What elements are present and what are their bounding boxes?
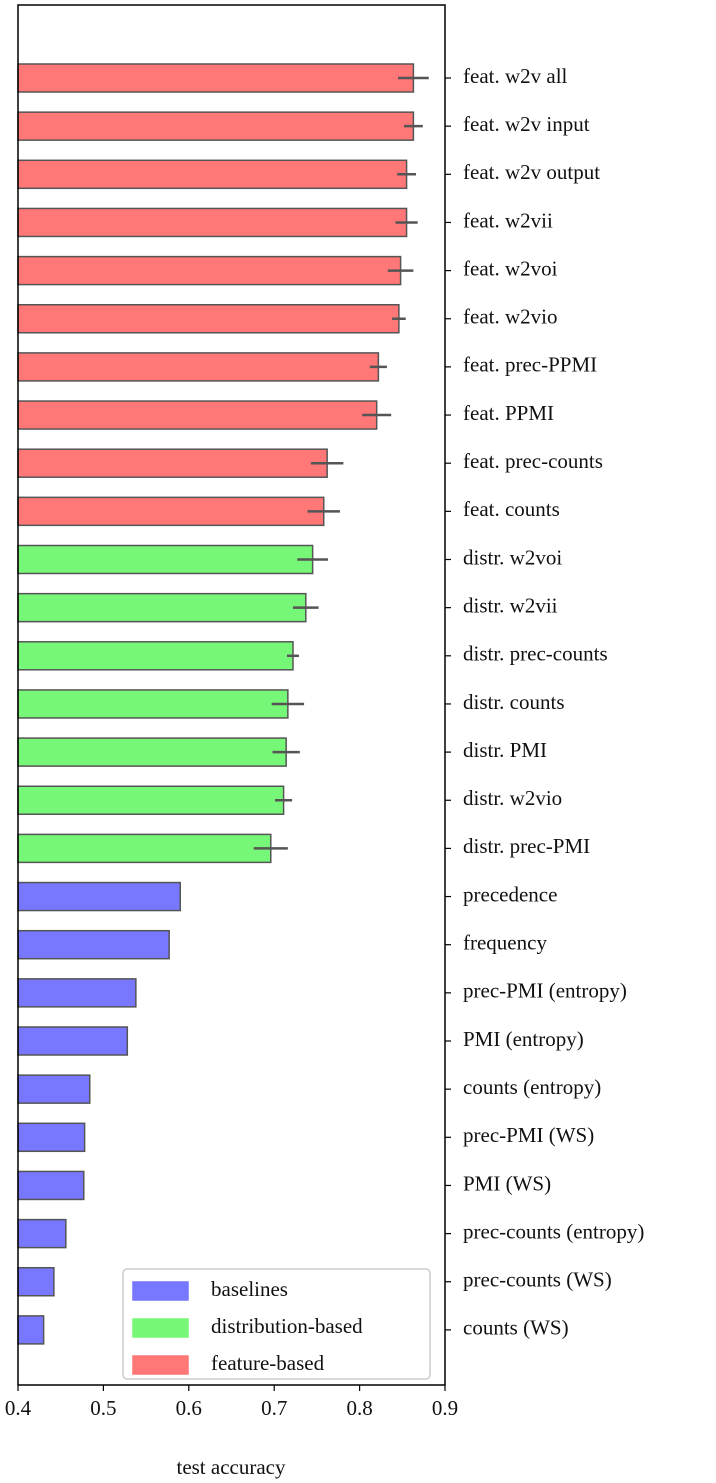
y-tick-label: prec-counts (entropy) bbox=[463, 1219, 644, 1243]
y-tick-label: frequency bbox=[463, 931, 547, 955]
y-tick-label: distr. prec-counts bbox=[463, 642, 608, 666]
bar bbox=[17, 1026, 129, 1056]
bar bbox=[17, 255, 402, 286]
bar bbox=[17, 737, 287, 767]
y-tick-label: feat. counts bbox=[463, 497, 560, 521]
bar bbox=[17, 1315, 45, 1345]
y-tick-label: prec-counts (WS) bbox=[463, 1268, 612, 1292]
bar bbox=[17, 111, 415, 141]
bar bbox=[17, 400, 378, 430]
legend-swatch bbox=[132, 1281, 189, 1301]
y-tick-label: feat. w2v output bbox=[463, 160, 600, 184]
y-tick-label: feat. w2vio bbox=[463, 305, 557, 329]
bar bbox=[17, 833, 272, 864]
bar bbox=[17, 448, 328, 478]
y-tick-label: feat. w2voi bbox=[463, 256, 558, 280]
bar bbox=[17, 304, 400, 334]
y-tick-label: feat. w2v all bbox=[463, 64, 568, 88]
legend-label: baselines bbox=[211, 1277, 288, 1301]
x-tick-label: 0.7 bbox=[261, 1396, 287, 1420]
y-tick-label: prec-PMI (entropy) bbox=[463, 979, 627, 1003]
bar bbox=[17, 592, 307, 623]
y-tick-label: feat. w2v input bbox=[463, 112, 590, 136]
y-tick-label: distr. w2vii bbox=[463, 593, 558, 617]
y-tick-label: distr. counts bbox=[463, 690, 565, 714]
y-tick-label: feat. w2vii bbox=[463, 208, 553, 232]
legend-label: distribution-based bbox=[211, 1314, 363, 1338]
y-tick-label: PMI (WS) bbox=[463, 1171, 551, 1195]
bar bbox=[17, 641, 294, 671]
legend-swatch bbox=[132, 1318, 189, 1338]
bar bbox=[17, 785, 285, 815]
x-tick-label: 0.9 bbox=[432, 1396, 458, 1420]
bar bbox=[17, 207, 408, 238]
legend-swatch bbox=[132, 1355, 189, 1375]
bar bbox=[17, 978, 137, 1008]
bar bbox=[17, 63, 415, 93]
legend-label: feature-based bbox=[211, 1351, 325, 1375]
bar bbox=[17, 1122, 86, 1153]
bar bbox=[17, 159, 408, 190]
y-tick-label: prec-PMI (WS) bbox=[463, 1123, 594, 1147]
y-tick-label: distr. w2vio bbox=[463, 786, 562, 810]
x-tick-label: 0.4 bbox=[5, 1396, 32, 1420]
bar bbox=[17, 1218, 67, 1249]
y-tick-label: distr. w2voi bbox=[463, 545, 562, 569]
plot-frame bbox=[17, 4, 446, 1386]
y-tick-label: feat. PPMI bbox=[463, 401, 554, 425]
bar bbox=[17, 352, 380, 382]
y-tick-label: feat. prec-counts bbox=[463, 449, 603, 473]
bar bbox=[17, 881, 182, 912]
bar bbox=[17, 544, 314, 575]
y-tick-label: precedence bbox=[463, 882, 557, 906]
y-tick-label: counts (WS) bbox=[463, 1316, 569, 1340]
y-tick-label: feat. prec-PPMI bbox=[463, 353, 597, 377]
bar bbox=[17, 1074, 91, 1104]
x-tick-label: 0.8 bbox=[346, 1396, 372, 1420]
bar bbox=[17, 1267, 55, 1297]
y-tick-label: distr. prec-PMI bbox=[463, 834, 590, 858]
legend-box bbox=[122, 1268, 431, 1380]
x-tick-label: 0.6 bbox=[176, 1396, 202, 1420]
y-tick-label: distr. PMI bbox=[463, 738, 547, 762]
y-tick-label: counts (entropy) bbox=[463, 1075, 601, 1099]
bar bbox=[17, 929, 170, 960]
bar bbox=[17, 496, 325, 527]
x-axis-label: test accuracy bbox=[176, 1455, 286, 1479]
y-tick-label: PMI (entropy) bbox=[463, 1027, 584, 1051]
bar bbox=[17, 1170, 85, 1201]
bar bbox=[17, 689, 289, 719]
x-tick-label: 0.5 bbox=[90, 1396, 116, 1420]
